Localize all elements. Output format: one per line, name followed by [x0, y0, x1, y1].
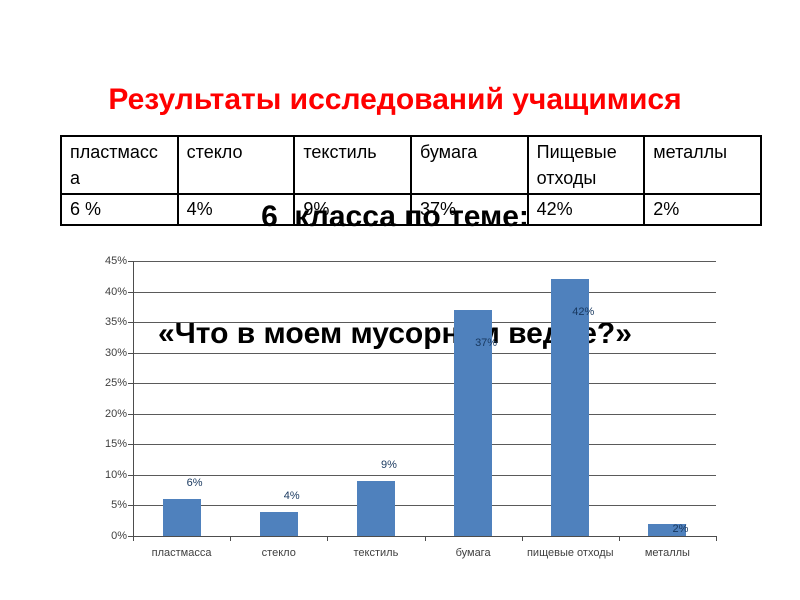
- y-axis-tick-label: 25%: [104, 377, 127, 390]
- bar-металлы: [648, 523, 687, 536]
- slide-title-line1: Результаты исследований учащимися: [108, 83, 682, 116]
- gridline-25: [133, 383, 716, 385]
- bar-пищевые отходы: [551, 279, 590, 536]
- y-axis-tick-label: 40%: [104, 285, 127, 298]
- value-cell-plastic: 6 %: [60, 193, 179, 226]
- header-cell-metals: металлы: [643, 135, 762, 195]
- results-table: пластмасса стекло текстиль бумага Пищевы…: [60, 135, 762, 226]
- x-axis-line: [133, 536, 717, 537]
- y-axis-tick: [128, 444, 133, 446]
- x-axis-tick: [424, 537, 426, 541]
- gridline-40: [133, 291, 716, 293]
- header-cell-paper: бумага: [409, 135, 529, 195]
- x-axis-tick: [716, 537, 717, 541]
- bar-стекло: [259, 511, 298, 536]
- gridline-35: [133, 322, 716, 324]
- gridline-45: [133, 261, 716, 262]
- x-axis-tick: [618, 537, 620, 541]
- category-label-металлы: металлы: [644, 547, 690, 559]
- y-axis-tick: [128, 322, 133, 324]
- table-header-row: пластмасса стекло текстиль бумага Пищевы…: [60, 135, 762, 195]
- header-cell-food-waste: Пищевые отходы: [526, 135, 646, 195]
- data-label-стекло: 4%: [283, 489, 300, 502]
- y-axis-tick-label: 45%: [104, 255, 127, 267]
- y-axis-tick-label: 35%: [104, 316, 127, 329]
- data-label-пластмасса: 6%: [186, 477, 203, 490]
- data-label-металлы: 2%: [672, 522, 689, 535]
- y-axis-tick: [128, 536, 133, 537]
- header-cell-glass: стекло: [176, 135, 296, 195]
- header-cell-textile: текстиль: [293, 135, 412, 195]
- y-axis-tick: [128, 352, 133, 354]
- x-axis-tick: [133, 537, 134, 541]
- gridline-5: [133, 505, 716, 507]
- value-cell-paper: 37%: [409, 193, 529, 226]
- value-cell-textile: 9%: [293, 193, 412, 226]
- y-axis-tick: [128, 261, 133, 262]
- category-label-текстиль: текстиль: [353, 547, 399, 559]
- y-axis-tick-label: 15%: [104, 438, 127, 451]
- gridline-20: [133, 413, 716, 415]
- bar-бумага: [454, 309, 493, 536]
- gridline-30: [133, 352, 716, 354]
- bar-пластмасса: [162, 499, 201, 536]
- x-axis-tick: [327, 537, 329, 541]
- y-axis-tick-label: 10%: [104, 468, 127, 481]
- bar-chart: 0% 5% 10% 15% 20% 25% 30% 35% 40% 45% 6% пластмасса…: [0, 245, 800, 575]
- y-axis-tick: [128, 413, 133, 415]
- value-cell-food-waste: 42%: [526, 193, 646, 226]
- x-axis-tick: [230, 537, 232, 541]
- category-label-пластмасса: пластмасса: [151, 547, 212, 559]
- y-axis-line: [133, 261, 134, 536]
- category-label-пищевые отходы: пищевые отходы: [526, 547, 614, 559]
- gridline-15: [133, 444, 716, 446]
- y-axis-tick: [128, 474, 133, 476]
- value-cell-glass: 4%: [176, 193, 296, 226]
- y-axis-tick-label: 30%: [104, 346, 127, 359]
- x-axis-tick: [521, 537, 523, 541]
- gridline-10: [133, 474, 716, 476]
- value-cell-metals: 2%: [643, 193, 762, 226]
- data-label-бумага: 37%: [475, 336, 498, 349]
- category-label-стекло: стекло: [261, 547, 296, 559]
- y-axis-tick: [128, 383, 133, 385]
- y-axis-tick-label: 20%: [104, 407, 127, 420]
- data-label-пищевые отходы: 42%: [572, 306, 595, 319]
- y-axis-tick-label: 0%: [111, 530, 127, 542]
- y-axis-tick-label: 5%: [111, 499, 127, 512]
- category-label-бумага: бумага: [455, 547, 491, 559]
- y-axis-tick: [128, 291, 133, 293]
- table-value-row: 6 % 4% 9% 37% 42% 2%: [60, 193, 762, 226]
- y-axis-tick: [128, 505, 133, 507]
- bar-текстиль: [356, 481, 395, 536]
- header-cell-plastic: пластмасса: [60, 135, 179, 195]
- data-label-текстиль: 9%: [380, 459, 397, 471]
